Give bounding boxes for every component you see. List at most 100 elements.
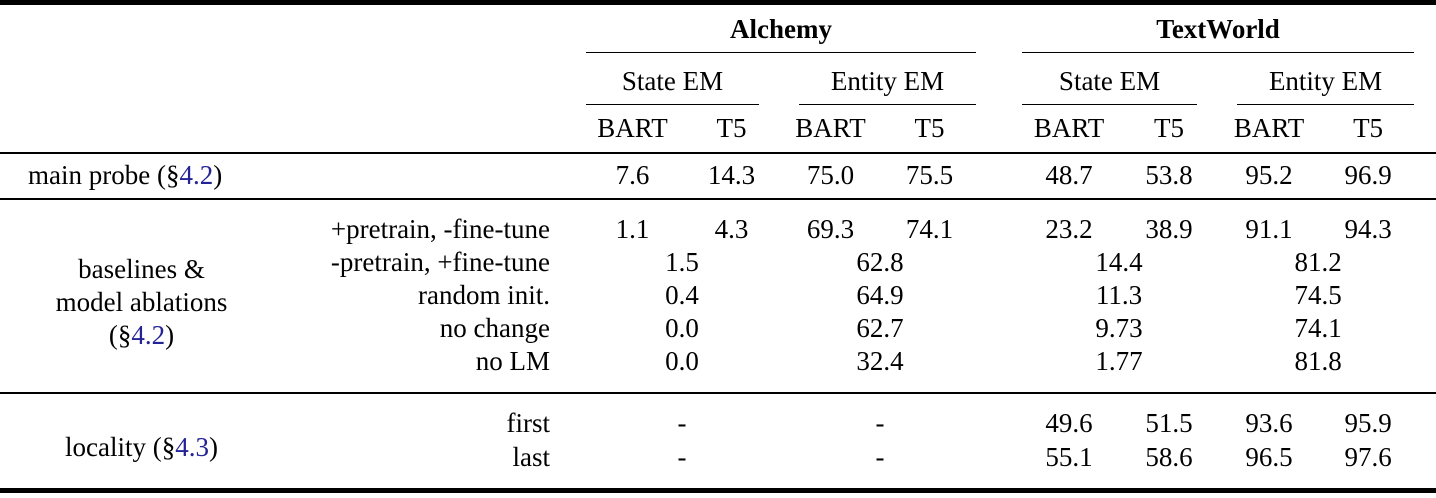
group-gap (979, 312, 1019, 345)
section-locality-text: locality (§ (65, 431, 176, 462)
value-cell-merged: 0.0 (665, 312, 699, 343)
variant-label: no LM (283, 344, 583, 394)
section-4-2-link[interactable]: 4.2 (179, 160, 214, 190)
group-gap (979, 393, 1019, 440)
subgroup-alchemy-entity-em: Entity EM (781, 53, 979, 105)
value-cell-merged: 74.1 (1294, 312, 1342, 343)
value-cell-merged: 1.5 (665, 246, 699, 277)
value-cell: 53.8 (1119, 151, 1220, 200)
group-gap (979, 0, 1020, 53)
section-label-locality: locality (§4.3) (0, 392, 283, 493)
column-group-textworld-label: TextWorld (1022, 14, 1415, 53)
group-gap (979, 439, 1020, 493)
model-col-header: BART (1233, 112, 1305, 143)
value-cell: 97.6 (1319, 439, 1418, 493)
variant-label: random init. (418, 279, 550, 310)
value-cell: 75.5 (880, 151, 980, 200)
section-locality-close: ) (208, 431, 218, 462)
value-cell: 1.1 (615, 213, 650, 244)
right-margin (1417, 344, 1436, 394)
subgroup-alchemy-entity-em-label: Entity EM (799, 66, 977, 105)
row-no-lm: no LM 0.0 32.4 1.77 81.8 (0, 344, 1436, 394)
value-cell: 4.3 (714, 213, 749, 244)
model-col-header: BART (597, 112, 668, 143)
group-gap (979, 53, 1019, 105)
header-blank-cell (0, 0, 583, 53)
value-cell: 23.2 (1045, 213, 1093, 244)
model-col-header: T5 (914, 112, 945, 143)
value-cell: 91.1 (1245, 213, 1293, 244)
value-cell: 14.3 (682, 151, 781, 200)
subgroup-textworld-entity-em-label: Entity EM (1237, 66, 1415, 105)
right-margin (1417, 312, 1436, 345)
value-cell: 94.3 (1344, 213, 1392, 244)
row-no-change: no change 0.0 62.7 9.73 74.1 (0, 312, 1436, 345)
header-blank-cell (0, 105, 583, 153)
group-gap (979, 344, 1020, 394)
variant-label: -pretrain, +fine-tune (330, 246, 550, 277)
header-row-models: BART T5 BART T5 BART T5 BART T5 (0, 105, 1436, 153)
value-cell-merged: 11.3 (1095, 279, 1143, 310)
value-cell-merged: 0.4 (665, 279, 699, 310)
main-probe-label: main probe (§4.2) (0, 151, 583, 200)
section-ref-open: (§ (108, 319, 132, 350)
model-col-header: T5 (1154, 112, 1185, 143)
column-group-alchemy: Alchemy (583, 0, 980, 53)
group-gap (979, 199, 1019, 246)
variant-label: last (283, 439, 583, 493)
header-row-groups: Alchemy TextWorld (0, 0, 1436, 53)
section-label-baselines: baselines & model ablations (§4.2) (0, 198, 283, 394)
value-cell-merged: 14.4 (1095, 246, 1143, 277)
subgroup-alchemy-state-em: State EM (583, 53, 781, 105)
value-cell-dash: - (583, 439, 781, 493)
right-margin (1417, 393, 1436, 440)
value-cell-merged: 1.77 (1019, 344, 1220, 394)
subgroup-textworld-entity-em: Entity EM (1219, 53, 1417, 105)
header-blank-cell (0, 53, 583, 105)
header-row-metrics: State EM Entity EM State EM Entity EM (0, 53, 1436, 105)
row-main-probe: main probe (§4.2) 7.6 14.3 75.0 75.5 48.… (0, 151, 1436, 200)
right-margin (1417, 53, 1436, 105)
value-cell: 96.5 (1219, 439, 1320, 493)
value-cell: 96.9 (1319, 151, 1418, 200)
value-cell: 58.6 (1119, 439, 1220, 493)
section-baselines-line2: model ablations (55, 286, 228, 317)
variant-label: first (506, 407, 551, 438)
right-margin (1417, 105, 1436, 153)
value-cell-merged: 74.5 (1294, 279, 1342, 310)
value-cell-merged: 81.2 (1294, 246, 1342, 277)
value-cell: 48.7 (1019, 151, 1120, 200)
column-group-alchemy-label: Alchemy (586, 14, 977, 53)
value-cell: 51.5 (1145, 407, 1193, 438)
model-col-header: T5 (716, 112, 747, 143)
group-gap (979, 105, 1019, 153)
right-margin (1417, 151, 1436, 200)
column-group-textworld: TextWorld (1019, 0, 1418, 53)
value-cell-dash: - (875, 407, 885, 438)
value-cell: 38.9 (1145, 213, 1193, 244)
value-cell-merged: 64.9 (856, 279, 904, 310)
group-gap (979, 279, 1019, 312)
right-margin (1417, 439, 1436, 493)
main-probe-label-close: ) (213, 160, 223, 190)
subgroup-textworld-state-em-label: State EM (1022, 66, 1198, 105)
section-baselines-ref: (§4.2) (0, 319, 283, 352)
value-cell: 95.9 (1344, 407, 1392, 438)
value-cell: 95.2 (1219, 151, 1320, 200)
value-cell-dash: - (781, 439, 980, 493)
value-cell-merged: 32.4 (781, 344, 980, 394)
value-cell: 7.6 (583, 151, 682, 200)
model-col-header: BART (795, 112, 866, 143)
main-probe-label-text: main probe (§ (28, 160, 180, 190)
variant-label: no change (439, 312, 550, 343)
row-no-pretrain-finetune: -pretrain, +fine-tune 1.5 62.8 14.4 81.2 (0, 246, 1436, 279)
group-gap (979, 151, 1020, 200)
section-4-3-link[interactable]: 4.3 (175, 431, 209, 462)
section-4-2-link[interactable]: 4.2 (131, 319, 166, 350)
subgroup-textworld-state-em: State EM (1019, 53, 1219, 105)
value-cell-merged: 0.0 (583, 344, 781, 394)
group-gap (979, 246, 1019, 279)
row-random-init: random init. 0.4 64.9 11.3 74.5 (0, 279, 1436, 312)
right-margin (1417, 199, 1436, 246)
